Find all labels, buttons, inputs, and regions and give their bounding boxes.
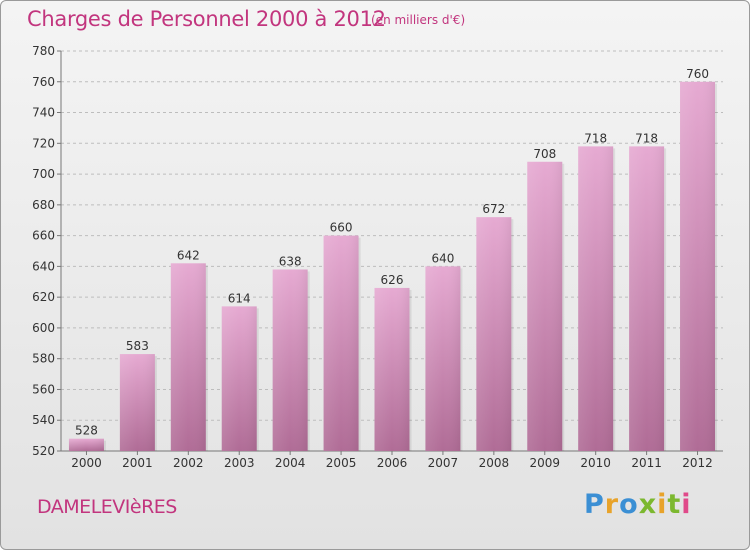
logo-letter: t [667,489,682,520]
data-label: 528 [75,424,98,438]
data-label: 760 [686,67,709,81]
y-tick-label: 560 [32,382,55,396]
x-tick-label: 2012 [682,456,713,470]
proxiti-logo: Proxiti [584,489,692,520]
data-label: 718 [584,131,607,145]
label-layer: 528 2000 583 2001 642 2002 614 2003 638 2004 660 20… [71,67,713,470]
axis-layer: 520 540 560 580 600 620 640 660 680 700 720 740 760 7… [32,44,723,458]
y-tick-label: 700 [32,167,55,181]
bar-sheen [629,146,665,451]
y-tick-label: 540 [32,413,55,427]
bar-sheen [170,263,206,451]
y-tick-label: 640 [32,259,55,273]
bar-sheen [476,217,512,451]
x-tick-label: 2004 [275,456,306,470]
logo-letter: o [619,489,639,520]
data-label: 718 [635,131,658,145]
y-tick-label: 780 [32,44,55,58]
y-tick-label: 660 [32,229,55,243]
bar-sheen [323,235,359,451]
data-label: 672 [482,202,505,216]
bar-layer [68,81,718,452]
logo-letter: x [638,489,658,520]
x-tick-label: 2003 [224,456,255,470]
bar-sheen [68,438,104,451]
bar-sheen [374,287,410,451]
x-tick-label: 2005 [326,456,357,470]
data-label: 638 [279,254,302,268]
y-tick-label: 760 [32,75,55,89]
data-label: 640 [431,251,454,265]
x-tick-label: 2002 [173,456,204,470]
logo-letter: i [681,489,692,520]
x-tick-label: 2011 [631,456,662,470]
data-label: 642 [177,248,200,262]
data-label: 583 [126,339,149,353]
data-label: 626 [381,273,404,287]
y-tick-label: 600 [32,321,55,335]
data-label: 708 [533,147,556,161]
bar-sheen [578,146,614,451]
logo-letter: i [657,489,668,520]
bar-sheen [119,354,155,451]
chart-title: Charges de Personnel 2000 à 2012 [27,7,386,31]
logo-letter: r [604,489,620,520]
y-tick-label: 720 [32,136,55,150]
bar-sheen [425,266,461,451]
y-tick-label: 520 [32,444,55,458]
chart-subtitle: (en milliers d'€) [371,13,466,27]
commune-name: DAMELEVIèRES [37,496,177,518]
y-tick-label: 680 [32,198,55,212]
x-tick-label: 2009 [529,456,560,470]
x-tick-label: 2007 [428,456,459,470]
x-tick-label: 2010 [580,456,611,470]
x-tick-label: 2008 [479,456,510,470]
x-tick-label: 2006 [377,456,408,470]
y-tick-label: 740 [32,106,55,120]
bar-sheen [527,161,563,451]
x-tick-label: 2001 [122,456,153,470]
x-tick-label: 2000 [71,456,102,470]
y-tick-label: 620 [32,290,55,304]
bar-sheen [221,306,257,451]
bar-sheen [680,81,716,452]
data-label: 614 [228,291,251,305]
data-label: 660 [330,221,353,235]
bar-sheen [272,269,308,451]
y-tick-label: 580 [32,352,55,366]
logo-letter: P [584,489,605,520]
